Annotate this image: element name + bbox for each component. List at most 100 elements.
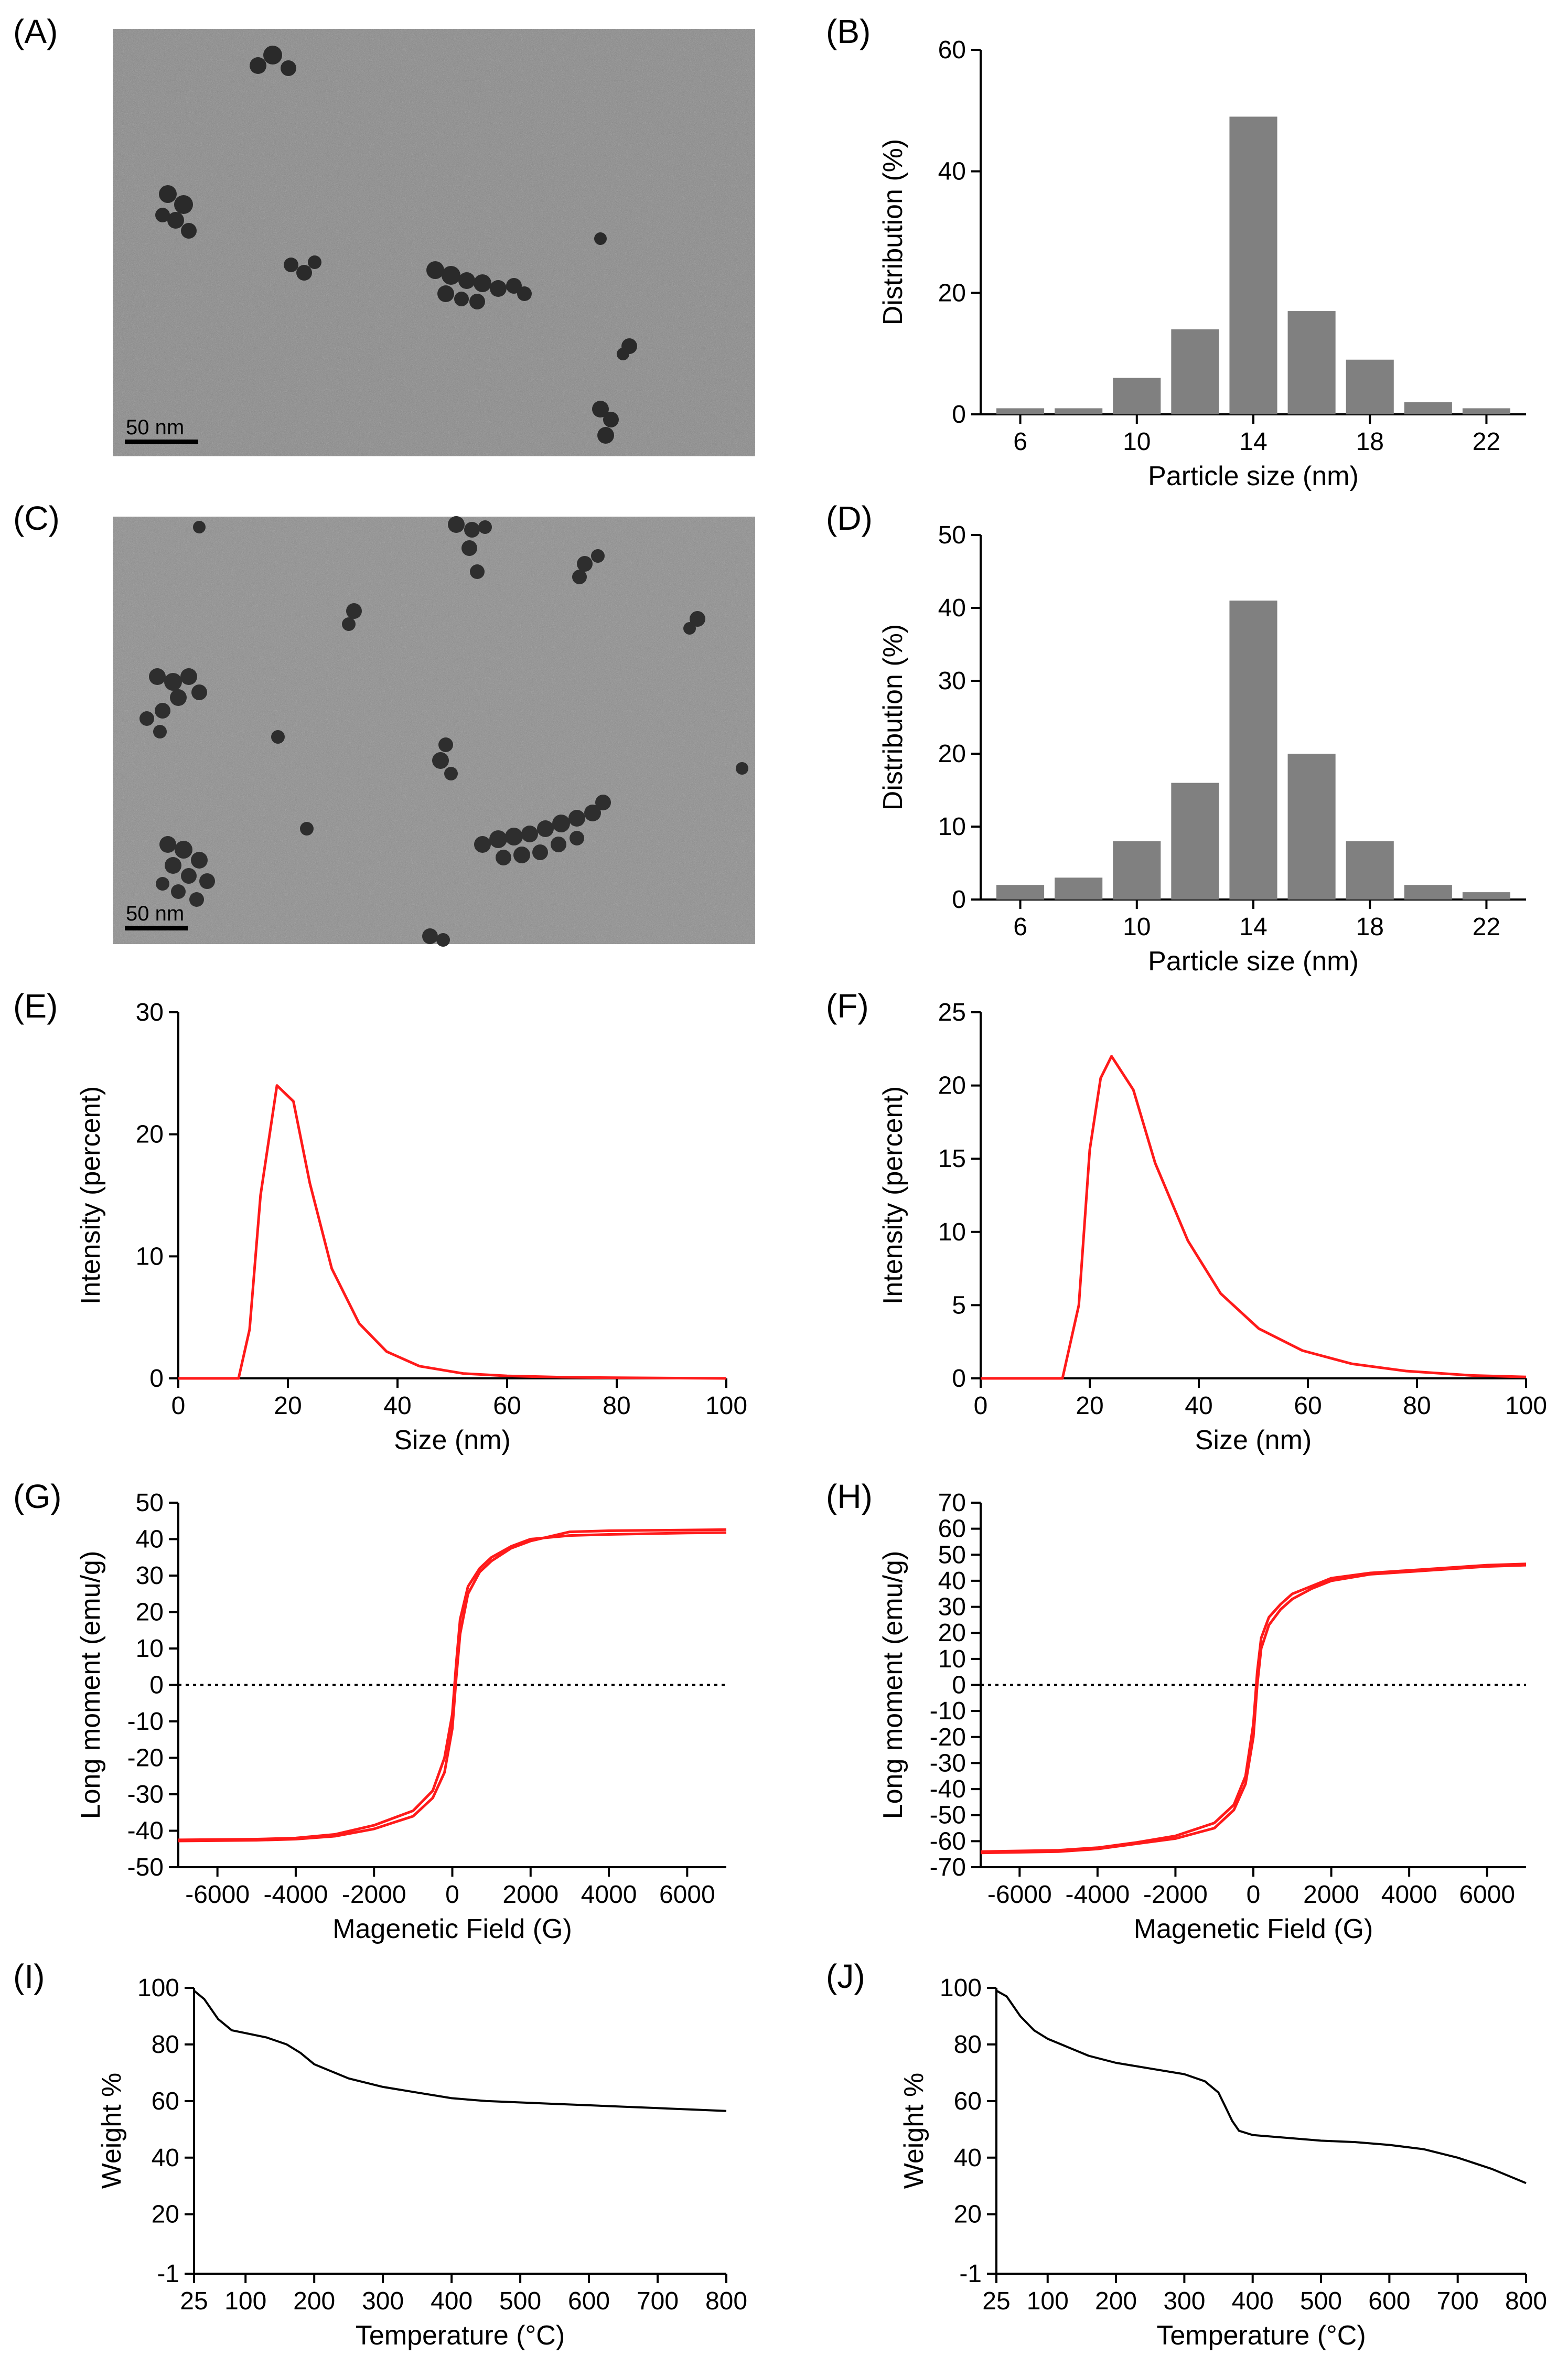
x-tick-label-h: 0 (1247, 1881, 1261, 1909)
y-tick-label-h: 70 (938, 1489, 966, 1517)
x-tick-label-d: 22 (1473, 913, 1500, 941)
x-axis-title-g: Magenetic Field (G) (332, 1914, 572, 1944)
panel-label-d: (D) (826, 499, 873, 537)
y-axis-title-h: Long moment (emu/g) (878, 1551, 908, 1819)
chart-d: 0 10 20 30 40 50 Distribution (%) Particle size… (878, 521, 1526, 977)
x-tick-label-i: 500 (499, 2287, 541, 2315)
x-axis-title-j: Temperature (°C) (1156, 2320, 1366, 2351)
series-line-g-loop-upper (178, 1531, 727, 1842)
y-tick-label-f: 25 (938, 999, 966, 1026)
panel-label-h: (H) (826, 1478, 873, 1515)
y-tick-label-h: -60 (930, 1827, 966, 1855)
y-tick-label-g: 20 (136, 1599, 164, 1626)
y-tick-label-h: -40 (930, 1775, 966, 1803)
chart-e: 0 10 20 30 Intensity (percent) Size (nm) 0 20 40… (76, 999, 747, 1455)
x-axis-title-e: Size (nm) (394, 1425, 510, 1455)
y-tick-label-j: 80 (954, 2031, 982, 2059)
y-tick-label-g: 40 (136, 1526, 164, 1554)
y-axis-title-d: Distribution (%) (878, 624, 908, 810)
x-tick-label-f: 40 (1185, 1392, 1212, 1420)
x-tick-label-d: 18 (1356, 913, 1384, 941)
x-axis-title-h: Magenetic Field (G) (1134, 1914, 1373, 1944)
x-tick-label-f: 60 (1294, 1392, 1322, 1420)
x-tick-label-g: 4000 (581, 1881, 637, 1909)
y-tick-label-h: 50 (938, 1541, 966, 1569)
x-tick-label-b: 22 (1473, 428, 1500, 456)
x-tick-label-i: 400 (431, 2287, 472, 2315)
bar-b-12 (1171, 329, 1219, 414)
y-tick-label-i: 20 (152, 2201, 179, 2229)
y-tick-label-e: 0 (149, 1365, 164, 1393)
series-line-i-curve (193, 1989, 727, 2112)
bar-d-20 (1404, 885, 1452, 900)
x-tick-label-e: 80 (603, 1392, 630, 1420)
x-axis-title-b: Particle size (nm) (1148, 461, 1359, 491)
x-tick-label-g: -4000 (264, 1881, 328, 1909)
x-tick-label-g: -6000 (185, 1881, 250, 1909)
scale-bar-label-c: 50 nm (126, 902, 184, 925)
y-tick-label-g: -50 (127, 1854, 164, 1881)
y-tick-label-e: 30 (136, 999, 164, 1026)
x-tick-label-d: 6 (1013, 913, 1027, 941)
tem-image-a: 50 nm (113, 29, 755, 456)
bar-d-16 (1287, 754, 1336, 900)
y-tick-label-i: 60 (152, 2087, 179, 2115)
tem-particles-c (139, 516, 748, 947)
scale-bar-label-a: 50 nm (126, 416, 184, 439)
bar-d-10 (1113, 841, 1161, 900)
y-tick-label-i: 40 (152, 2144, 179, 2172)
x-tick-label-h: 6000 (1459, 1881, 1515, 1909)
x-tick-label-h: -4000 (1065, 1881, 1130, 1909)
x-tick-label-i: 800 (705, 2287, 747, 2315)
x-tick-label-j: 600 (1368, 2287, 1410, 2315)
y-axis-title-b: Distribution (%) (878, 139, 908, 325)
y-axis-title-f: Intensity (percent) (878, 1086, 908, 1304)
y-tick-label-h: -50 (930, 1802, 966, 1829)
y-tick-label-d: 30 (938, 667, 966, 695)
series-line-g-loop-lower (178, 1528, 727, 1843)
x-tick-label-j: 800 (1505, 2287, 1547, 2315)
y-tick-label-h: -70 (930, 1854, 966, 1881)
bar-d-22 (1462, 892, 1510, 900)
y-tick-label-j: -1 (959, 2260, 982, 2288)
x-tick-label-f: 80 (1403, 1392, 1431, 1420)
x-tick-label-e: 40 (383, 1392, 411, 1420)
y-tick-label-i: -1 (157, 2260, 179, 2288)
y-axis-title-i: Weight % (96, 2073, 127, 2189)
y-tick-label-g: 30 (136, 1562, 164, 1590)
panel-label-b: (B) (826, 13, 871, 50)
y-tick-label-g: -40 (127, 1817, 164, 1845)
x-axis-title-i: Temperature (°C) (356, 2320, 565, 2351)
bar-b-20 (1404, 402, 1452, 414)
y-tick-label-b: 40 (938, 158, 966, 186)
x-tick-label-h: -6000 (987, 1881, 1052, 1909)
x-tick-label-g: 6000 (659, 1881, 715, 1909)
x-tick-label-j: 500 (1300, 2287, 1342, 2315)
y-tick-label-h: 40 (938, 1567, 966, 1595)
tem-image-c: 50 nm (113, 516, 755, 947)
y-tick-label-h: -20 (930, 1723, 966, 1751)
x-tick-label-j: 400 (1232, 2287, 1274, 2315)
panel-label-i: (I) (13, 1957, 45, 1995)
y-tick-label-f: 0 (952, 1365, 966, 1393)
bar-b-22 (1462, 408, 1510, 414)
y-tick-label-b: 60 (938, 36, 966, 64)
x-tick-label-g: 2000 (502, 1881, 559, 1909)
y-tick-label-d: 0 (952, 886, 966, 914)
y-tick-label-h: -30 (930, 1749, 966, 1777)
x-tick-label-e: 60 (493, 1392, 521, 1420)
y-tick-label-g: -20 (127, 1744, 164, 1772)
x-tick-label-d: 14 (1239, 913, 1267, 941)
bar-b-6 (996, 408, 1045, 414)
y-tick-label-h: 0 (952, 1672, 966, 1699)
bar-d-8 (1055, 877, 1103, 900)
y-tick-label-j: 60 (954, 2087, 982, 2115)
panel-label-a: (A) (13, 13, 58, 50)
bar-b-18 (1346, 359, 1394, 414)
x-tick-label-b: 6 (1013, 428, 1027, 456)
y-tick-label-i: 80 (152, 2031, 179, 2059)
x-tick-label-e: 100 (705, 1392, 747, 1420)
panel-label-g: (G) (13, 1478, 61, 1515)
y-tick-label-f: 10 (938, 1218, 966, 1246)
x-tick-label-h: 4000 (1381, 1881, 1437, 1909)
